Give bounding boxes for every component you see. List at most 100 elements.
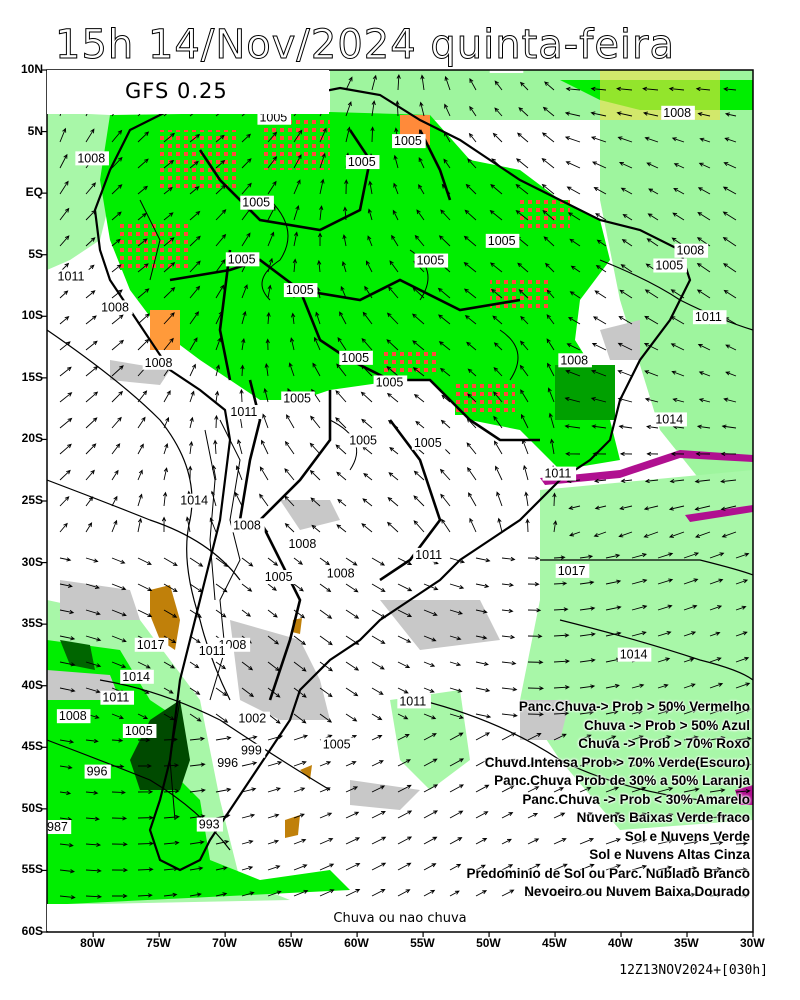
wind-arrow (515, 210, 529, 221)
wind-arrow (657, 839, 674, 845)
wind-arrow (579, 761, 591, 767)
latitude-label: 5S (28, 246, 43, 261)
wind-arrow (553, 581, 568, 586)
wind-arrow (111, 519, 118, 533)
wind-arrow (709, 893, 722, 898)
wind-arrow (449, 810, 464, 819)
isobar-label-bg (122, 723, 157, 738)
wind-arrow (162, 491, 168, 507)
wind-arrow (657, 813, 674, 819)
field-gold (150, 585, 312, 838)
wind-arrow (137, 212, 147, 221)
isobar-label-bg (196, 643, 231, 658)
wind-arrow (475, 583, 490, 588)
wind-arrow (189, 762, 206, 767)
wind-arrow (475, 811, 489, 819)
wind-arrow (371, 862, 387, 871)
wind-arrow (309, 469, 321, 481)
isobar-label: 999 (241, 744, 262, 758)
latitude-label: 10N (20, 62, 43, 76)
wind-arrow (527, 556, 541, 561)
wind-arrow (362, 498, 373, 507)
wind-arrow (438, 235, 451, 247)
wind-arrow (189, 583, 203, 593)
wind-arrow (163, 789, 180, 794)
wind-arrow (397, 836, 413, 845)
wind-arrow (188, 440, 194, 455)
wind-arrow (475, 609, 488, 614)
wind-arrow (694, 505, 711, 511)
wind-arrow (371, 888, 386, 897)
wind-arrow (657, 578, 674, 585)
wind-arrow (490, 183, 503, 195)
wind-arrow (163, 583, 178, 592)
wind-arrow (371, 785, 386, 793)
isobar-label-bg (397, 694, 431, 709)
wind-arrow (709, 867, 722, 872)
wind-arrow (293, 154, 302, 169)
wind-arrow (683, 866, 698, 871)
wind-arrow (683, 578, 699, 585)
wind-arrow (239, 388, 244, 403)
wind-arrow (111, 842, 128, 847)
wind-arrow (111, 893, 128, 899)
wind-arrow (657, 604, 673, 611)
wind-arrow (644, 136, 659, 143)
wind-arrow (423, 836, 438, 845)
wind-arrow (423, 713, 437, 720)
wind-arrow (163, 687, 174, 694)
wind-arrow (618, 161, 633, 169)
wind-arrow (567, 212, 581, 221)
wind-arrow (475, 837, 488, 845)
wind-arrow (423, 635, 437, 642)
wind-arrow (367, 208, 373, 221)
wind-arrow (579, 889, 595, 897)
wind-arrow (521, 439, 529, 455)
wind-arrow (259, 466, 269, 481)
longitude-label: 35W (674, 936, 699, 950)
wind-arrow (319, 812, 333, 819)
wind-arrow (720, 479, 737, 484)
wind-arrow (631, 735, 644, 741)
isobar-label-bg (99, 300, 133, 315)
wind-arrow (137, 893, 153, 898)
wind-arrow (189, 814, 206, 819)
isobar-label: 1005 (348, 155, 376, 169)
wind-arrow (137, 557, 152, 565)
wind-arrow (423, 889, 436, 897)
wind-arrow (286, 414, 295, 429)
isobar-label: 1008 (77, 151, 105, 165)
wind-arrow (111, 264, 122, 273)
wind-arrow (163, 737, 178, 742)
wind-arrow (397, 661, 411, 669)
wind-arrow (671, 370, 685, 377)
wind-arrow (59, 392, 73, 403)
longitude-label: 40W (608, 936, 633, 950)
wind-arrow (553, 633, 570, 638)
isobar-label-bg (485, 233, 520, 248)
wind-arrow (501, 556, 516, 562)
wind-arrow (518, 289, 529, 299)
wind-arrow (215, 284, 225, 299)
wind-arrow (397, 583, 413, 592)
wind-arrow (501, 582, 514, 588)
wind-arrow (234, 491, 243, 507)
wind-arrow (293, 734, 309, 741)
wind-arrow (547, 362, 555, 377)
wind-arrow (85, 443, 97, 455)
wind-arrow (59, 180, 69, 195)
wind-arrow (670, 451, 685, 457)
wind-arrow (312, 362, 321, 377)
wind-arrow (215, 687, 228, 697)
isobar-label-bg (286, 536, 321, 551)
wind-arrow (241, 865, 254, 871)
wind-arrow (721, 531, 737, 538)
wind-arrow (519, 81, 529, 91)
wind-arrow (683, 552, 700, 559)
wind-arrow (85, 816, 100, 821)
wind-arrow (423, 687, 435, 693)
wind-arrow (345, 687, 359, 697)
wind-arrow (163, 866, 179, 872)
wind-arrow (475, 687, 491, 693)
